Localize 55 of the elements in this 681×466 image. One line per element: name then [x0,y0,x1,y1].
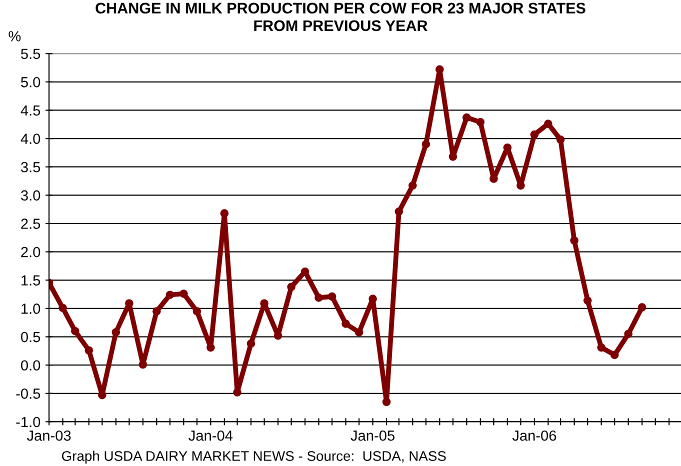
x-tick-label: Jan-03 [26,430,71,441]
point [328,292,336,301]
point [354,328,364,336]
point [394,207,404,216]
y-tick-label: 2.0 [21,246,40,258]
y-tick-label: 5.0 [21,77,40,88]
point [342,320,350,328]
y-tick-label: 1.5 [22,275,40,286]
x-tick-label: Jan-06 [512,430,556,441]
point [476,118,485,126]
point [624,330,632,338]
y-tick-label: 4.5 [20,105,40,116]
point [112,328,120,336]
point [180,290,188,298]
point [544,120,552,128]
point [206,343,215,352]
point [84,346,94,355]
point [462,113,471,122]
y-tick-label: 3.5 [20,162,40,172]
text: Graph USDA DAIRY MARKET NEWS - Source: USDA, NASS [62,450,446,464]
y-tick-label: 2.5 [21,218,40,229]
x-tick-label: Jan-05 [350,430,394,441]
y-tick-label: -1.0 [16,416,40,428]
y-tick-label: 0.5 [20,332,40,342]
point [314,294,323,302]
point [58,304,67,312]
point [152,307,161,316]
point [530,130,539,139]
point [638,303,646,312]
point [597,343,606,352]
y-axis-title: % [8,31,21,42]
y-tick-label: 1.0 [22,304,40,314]
point [583,296,592,305]
point [70,326,80,336]
point [166,290,174,300]
y-tick-label: -0.5 [16,388,40,399]
point [233,388,242,396]
point [448,152,458,161]
y-tick-label: 5.5 [21,48,40,60]
point [570,236,578,245]
point [192,307,202,316]
point [287,282,296,292]
y-tick-label: 0.0 [20,360,40,371]
point [610,350,619,360]
point [382,398,391,406]
point [556,136,565,144]
point [408,181,417,190]
y-tick-label: 4.0 [20,134,40,144]
point [368,294,377,303]
point [246,339,256,348]
point [220,209,229,218]
x-tick-label: Jan-04 [188,430,233,441]
chart-title: CHANGE IN MILK PRODUCTION PER COW FOR 23 MAJOR STATES FROM PREVIOUS YEAR [96,2,586,32]
y-tick-label: 3.0 [20,190,40,201]
point [422,140,430,148]
